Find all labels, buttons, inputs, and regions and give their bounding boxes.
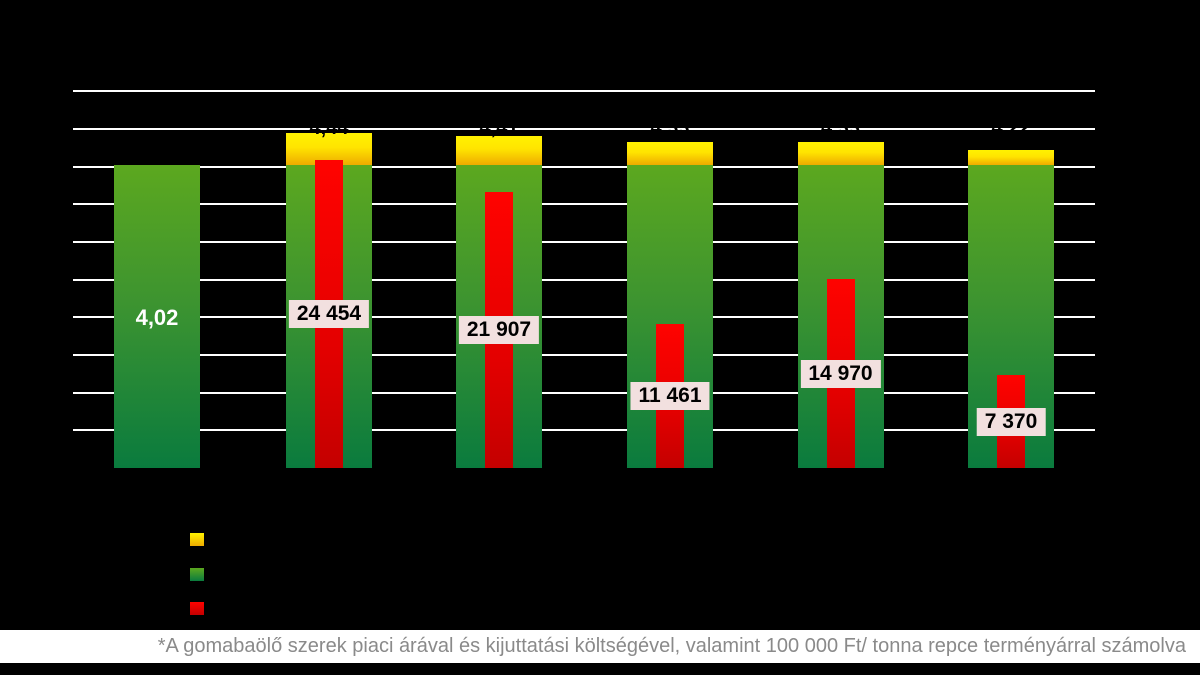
bar-top-label: 4,33 <box>821 117 860 139</box>
yield-label: 4,02 <box>135 305 179 330</box>
increase-bar <box>627 141 713 165</box>
green-legend-swatch <box>190 568 204 581</box>
cost-label: 14 970 <box>800 359 881 388</box>
red-legend-swatch <box>190 602 204 615</box>
cost-label: 24 454 <box>288 300 370 328</box>
gridline <box>73 90 1095 93</box>
bar-top-label: 4,22 <box>991 117 1031 139</box>
gridline <box>73 203 1095 206</box>
gridline <box>73 278 1095 281</box>
gridline <box>73 429 1095 432</box>
gridline <box>73 127 1095 130</box>
gridline <box>73 165 1095 168</box>
gridline <box>73 316 1095 319</box>
yield-bar <box>114 165 200 468</box>
footnote-text: *A gomabaölő szerek piaci árával és kiju… <box>157 635 1186 657</box>
gridline <box>73 353 1095 356</box>
bar-top-label: 4,33 <box>650 117 690 139</box>
bar-top-label: 4,44 <box>309 117 349 139</box>
cost-label: 11 461 <box>630 381 710 410</box>
gridline <box>73 240 1095 243</box>
increase-bar <box>286 133 372 165</box>
increase-bar <box>968 149 1054 165</box>
bar-top-label: 4,41 <box>479 117 519 139</box>
cost-label: 21 907 <box>458 316 540 345</box>
increase-bar <box>797 141 884 165</box>
footnote-band: *A gomabaölő szerek piaci árával és kiju… <box>0 630 1200 663</box>
increase-bar <box>456 135 542 165</box>
gridline <box>73 391 1095 394</box>
yellow-legend-swatch <box>190 533 204 546</box>
cost-label: 7 370 <box>976 407 1046 436</box>
